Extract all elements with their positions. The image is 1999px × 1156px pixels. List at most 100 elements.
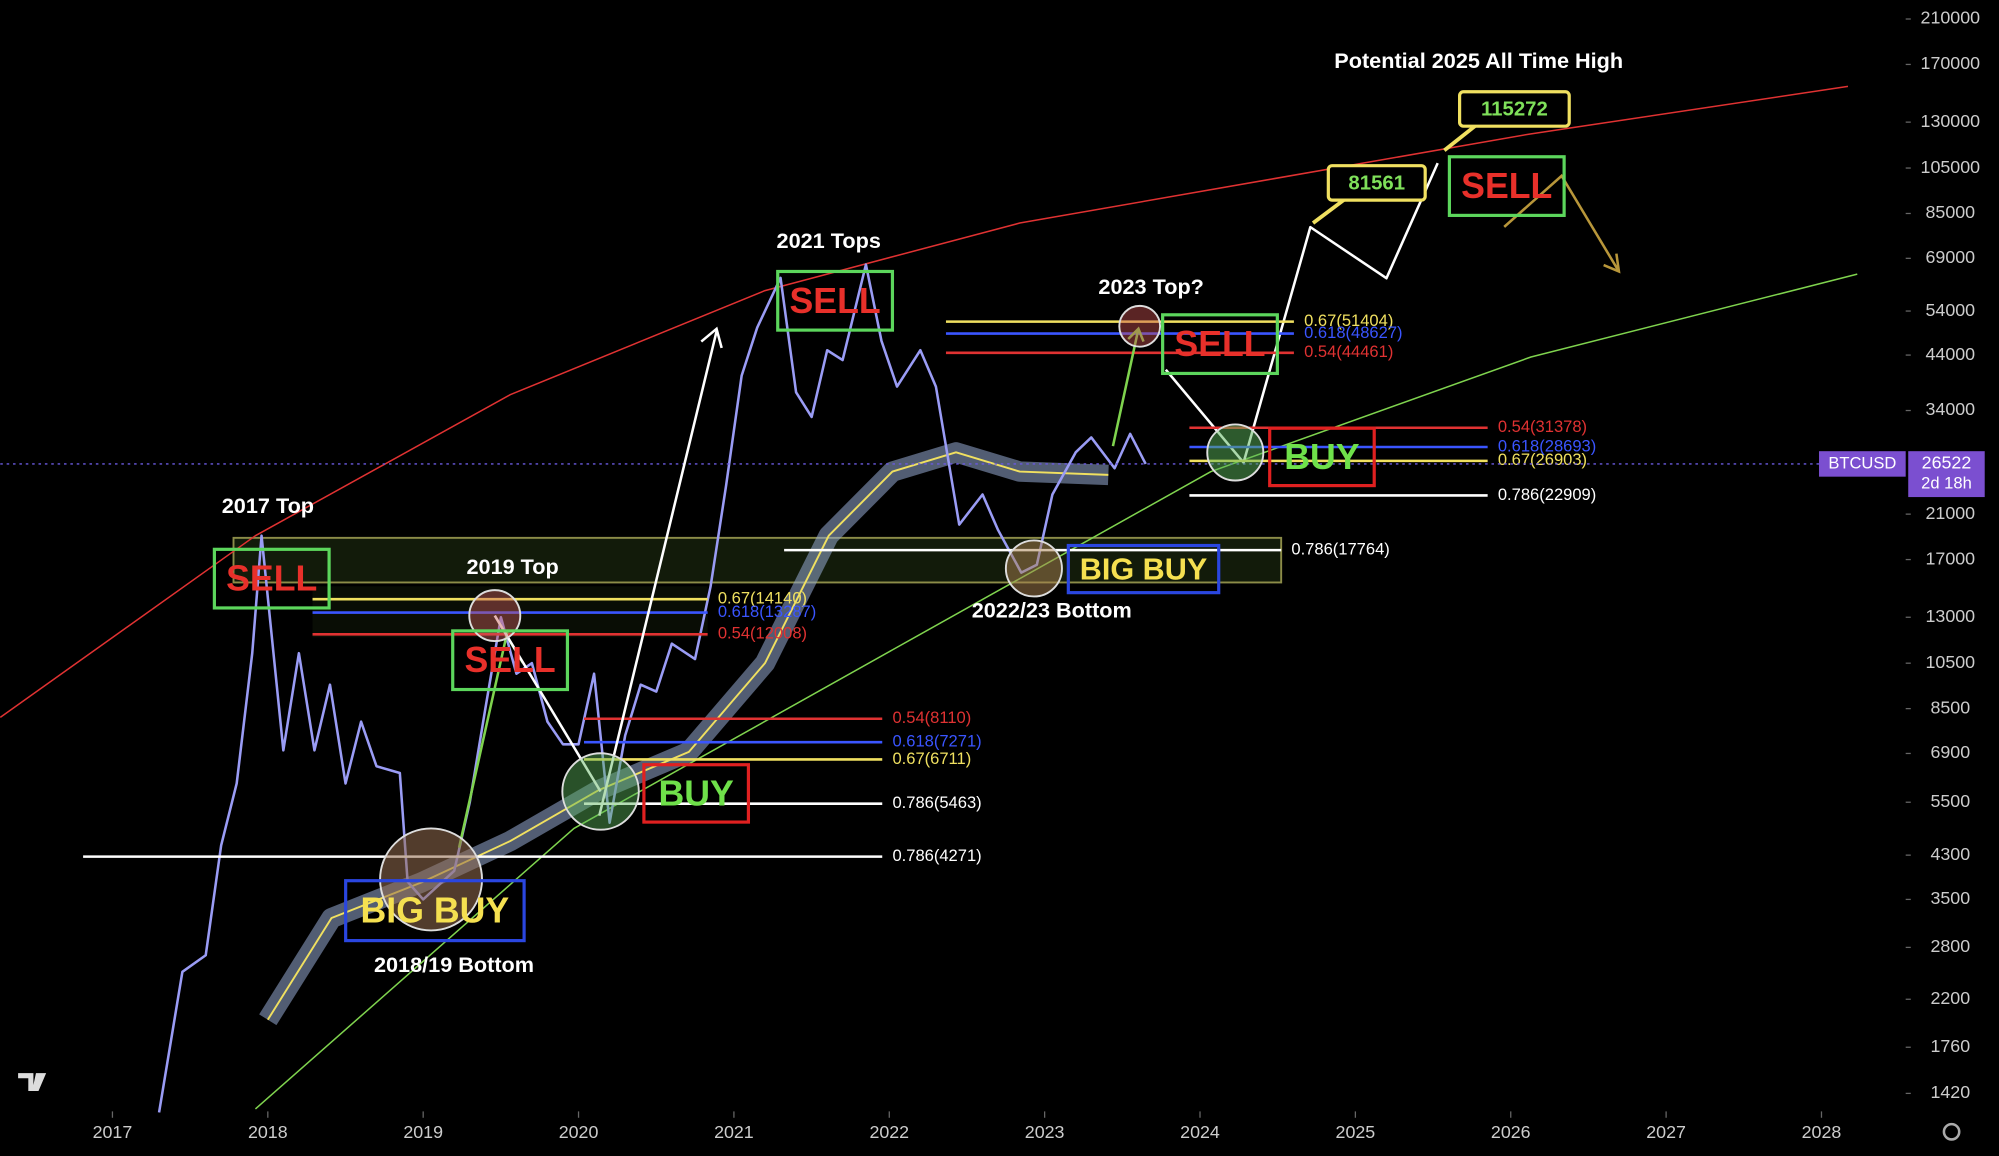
level-label: 0.786(5463) [892,793,981,812]
signal-label: SELL [1174,324,1265,364]
y-tick-label: 44000 [1926,344,1976,364]
x-tick-label: 2028 [1802,1122,1842,1142]
callout-label: 81561 [1348,173,1405,195]
signal-box [344,879,526,943]
y-tick-label: 210000 [1921,8,1981,28]
level-label: 0.54(8110) [892,708,971,727]
y-tick-label: 6900 [1930,742,1970,762]
y-tick-label: 69000 [1926,247,1976,267]
y-tick-label: 34000 [1926,399,1976,419]
plot: 2017 2018 2019 2020 2021 2022 2023 2024 2025 2026… [0,8,1985,1142]
y-tick-label: 8500 [1930,697,1970,717]
y-tick-label: 10500 [1926,652,1976,672]
signal-box [1066,543,1221,595]
x-tick-label: 2018 [248,1122,288,1142]
level-label: 0.54(31378) [1498,417,1587,436]
level-label: 0.618(13287) [718,602,816,621]
y-tick-label: 85000 [1926,202,1976,222]
x-tick-label: 2024 [1180,1122,1220,1142]
level-label: 0.67(6711) [892,749,971,768]
arrow [1111,326,1145,447]
highlight-circle [561,752,640,831]
level-label: 0.67(51404) [1304,311,1393,330]
callout-box [1326,164,1427,202]
x-tick-label: 2019 [403,1122,443,1142]
highlight-circle [468,589,522,643]
y-tick-label: 17000 [1926,548,1976,568]
signal-box [212,547,331,610]
price-symbol: BTCUSD [1828,453,1896,472]
level-label: 0.67(14140) [718,589,807,608]
level-label: 0.618(48627) [1304,323,1402,342]
settings-icon[interactable] [1942,1122,1961,1141]
highlight-circle [1206,423,1265,482]
signal-label: BIG BUY [361,891,510,931]
signal-label: BUY [658,773,734,813]
level-label: 0.618(28693) [1498,436,1596,455]
signal-label: SELL [1461,166,1552,206]
y-tick-label: 2200 [1930,988,1970,1008]
signal-box [1447,155,1566,217]
annotation: Potential 2025 All Time High [1334,48,1623,73]
level-label: 0.54(12008) [718,624,807,643]
signal-label: BIG BUY [1080,553,1207,587]
callout-box [1458,90,1571,128]
level-label: 0.67(26903) [1498,450,1587,469]
signal-label: SELL [226,559,317,599]
level-label: 0.786(22909) [1498,485,1596,504]
signal-box [776,269,895,332]
annotation: 2021 Tops [777,228,881,253]
arrow [598,326,723,817]
signal-box [642,763,751,824]
x-tick-label: 2021 [714,1122,754,1142]
logo [18,1073,47,1091]
y-tick-label: 130000 [1921,111,1981,131]
level-label: 0.54(44461) [1304,342,1393,361]
y-tick-label: 21000 [1926,503,1976,523]
x-tick-label: 2023 [1025,1122,1065,1142]
annotation: 2019 Top [466,554,558,579]
x-tick-label: 2025 [1336,1122,1376,1142]
price-tag [1819,451,1906,477]
x-tick-label: 2017 [93,1122,133,1142]
y-tick-label: 5500 [1930,791,1970,811]
x-tick-label: 2020 [559,1122,599,1142]
signal-box [1161,313,1279,376]
x-tick-label: 2026 [1491,1122,1531,1142]
annotation: 2022/23 Bottom [972,597,1132,622]
price-tag [1908,451,1985,498]
signal-box [451,629,570,692]
level-label: 0.786(4271) [892,846,981,865]
annotation: 2018/19 Bottom [374,952,534,977]
signal-box [1268,426,1376,488]
x-tick-label: 2027 [1646,1122,1686,1142]
y-tick-label: 170000 [1921,53,1981,73]
level-label: 0.786(17764) [1291,539,1389,558]
price-countdown: 2d 18h [1921,474,1972,493]
callout-label: 115272 [1481,99,1548,121]
signal-label: SELL [789,281,880,321]
signal-label: BUY [1284,437,1360,477]
annotation: 2017 Top [222,493,314,518]
callout-pointer [1311,198,1345,225]
y-tick-label: 1420 [1930,1082,1970,1102]
y-tick-label: 13000 [1926,606,1976,626]
callout-pointer [1443,124,1477,152]
highlight-circle [1004,539,1063,598]
series-line [0,85,1849,719]
y-tick-label: 105000 [1921,157,1981,177]
y-tick-label: 4300 [1930,844,1970,864]
y-tick-label: 3500 [1930,888,1970,908]
signal-label: SELL [464,640,555,680]
y-tick-label: 2800 [1930,936,1970,956]
x-tick-label: 2022 [869,1122,909,1142]
arrow [493,614,602,793]
highlight-circle [1118,304,1162,348]
arrow [1503,173,1621,274]
y-tick-label: 54000 [1926,300,1976,320]
y-tick-label: 1760 [1930,1036,1970,1056]
price-value: 26522 [1922,453,1972,473]
annotation: 2023 Top? [1098,274,1204,299]
